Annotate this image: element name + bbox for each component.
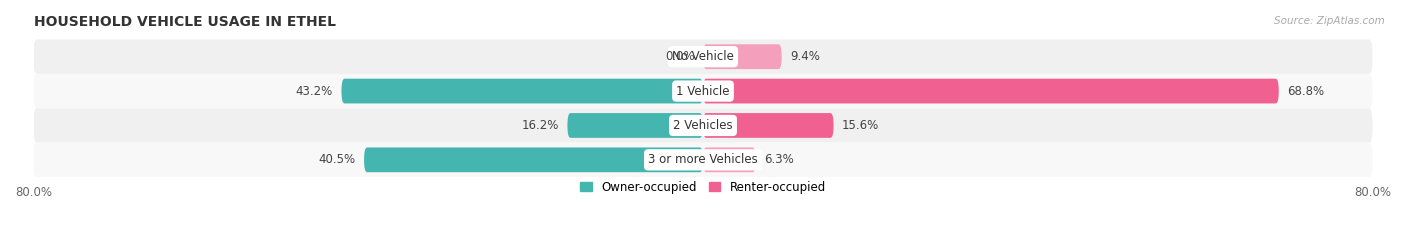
FancyBboxPatch shape: [34, 39, 1372, 74]
Text: 9.4%: 9.4%: [790, 50, 820, 63]
Text: 6.3%: 6.3%: [763, 153, 794, 166]
FancyBboxPatch shape: [34, 143, 1372, 177]
Text: 3 or more Vehicles: 3 or more Vehicles: [648, 153, 758, 166]
FancyBboxPatch shape: [568, 113, 703, 138]
Text: 0.0%: 0.0%: [665, 50, 695, 63]
FancyBboxPatch shape: [703, 113, 834, 138]
FancyBboxPatch shape: [703, 44, 782, 69]
FancyBboxPatch shape: [34, 74, 1372, 108]
FancyBboxPatch shape: [342, 79, 703, 103]
Text: 2 Vehicles: 2 Vehicles: [673, 119, 733, 132]
Text: 16.2%: 16.2%: [522, 119, 560, 132]
FancyBboxPatch shape: [364, 147, 703, 172]
Text: 40.5%: 40.5%: [319, 153, 356, 166]
FancyBboxPatch shape: [703, 79, 1279, 103]
Text: HOUSEHOLD VEHICLE USAGE IN ETHEL: HOUSEHOLD VEHICLE USAGE IN ETHEL: [34, 15, 336, 29]
Text: 43.2%: 43.2%: [295, 85, 333, 98]
Text: 15.6%: 15.6%: [842, 119, 879, 132]
Text: 1 Vehicle: 1 Vehicle: [676, 85, 730, 98]
FancyBboxPatch shape: [34, 108, 1372, 143]
Text: No Vehicle: No Vehicle: [672, 50, 734, 63]
Text: 68.8%: 68.8%: [1286, 85, 1324, 98]
Text: Source: ZipAtlas.com: Source: ZipAtlas.com: [1274, 16, 1385, 26]
FancyBboxPatch shape: [703, 147, 755, 172]
Legend: Owner-occupied, Renter-occupied: Owner-occupied, Renter-occupied: [579, 181, 827, 194]
